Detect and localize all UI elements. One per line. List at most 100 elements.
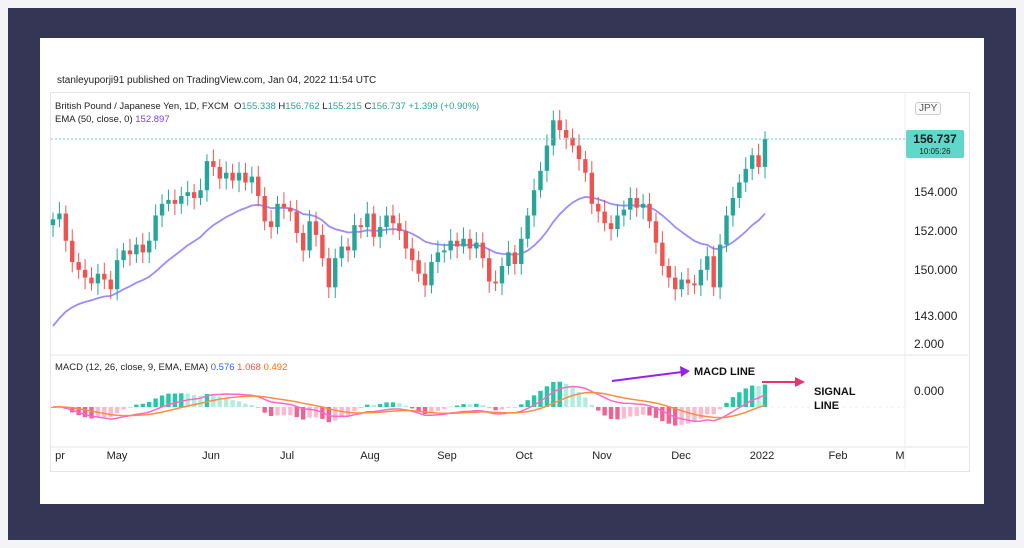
open-value: 155.338 [241,101,276,112]
macd-histogram-bar [410,407,415,409]
macd-histogram-bar [576,392,582,407]
signal-annotation-line1: SIGNAL [814,386,856,398]
candle [608,223,614,230]
price-badge [906,130,964,158]
candle [365,213,370,228]
candle [672,277,678,290]
macd-histogram-bar [563,383,569,407]
candle [486,258,492,282]
candle [538,170,543,191]
symbol-title: British Pound / Japanese Yen, 1D, FXCM [55,101,229,112]
candle [127,250,133,255]
macd-histogram-bar [711,407,716,415]
signal-arrow-head [795,377,805,387]
macd-histogram-bar [50,407,56,408]
macd-histogram-bar [102,407,107,417]
candle [653,221,659,243]
candle [384,215,389,228]
x-tick-label: Dec [671,450,691,462]
candle [275,203,280,228]
ema-line [52,195,766,327]
candle [647,203,652,222]
candle [519,238,524,265]
candle [685,279,691,284]
candle [95,273,101,284]
macd-histogram-bar [371,404,376,407]
macd-histogram-bar [602,407,607,416]
macd-histogram-bar [570,387,575,407]
candle [153,215,158,241]
low-label: L [322,101,328,112]
price-badge-time: 10:05:26 [919,147,951,156]
candle [307,221,312,251]
candle [230,172,235,181]
candle [294,211,299,233]
candle [506,252,511,266]
y-tick-label: 150.000 [914,263,958,277]
macd-histogram-bar [583,397,588,407]
candle [461,238,466,247]
x-tick-label: pr [55,450,65,462]
candle [256,176,261,197]
macd-histogram-bar [422,407,428,415]
signal-line [52,391,766,419]
candle [422,273,428,286]
macd-histogram-bar [358,407,364,409]
candle [249,176,255,183]
macd-histogram-bar [486,407,492,409]
candle [474,242,479,249]
candle [596,203,601,212]
candle [512,252,518,265]
macd-histogram-bar [288,407,293,416]
macd-histogram-bar [429,407,434,413]
macd-histogram-bar [377,404,383,407]
candle [499,265,505,284]
macd-histogram-bar [262,407,267,413]
candle [660,242,665,266]
currency-badge[interactable]: JPY [915,102,942,115]
y-tick-label: 152.000 [914,224,958,238]
candle [634,197,639,208]
candle [179,196,184,204]
macd-histogram-bar [390,402,396,407]
macd-histogram-bar [756,385,761,407]
macd-histogram-bar [493,407,498,411]
candle [300,232,306,251]
candle [326,258,332,288]
candle [345,246,351,251]
macd-histogram-bar [365,404,370,407]
candle [724,215,729,245]
candle [50,219,56,226]
candle [333,258,338,288]
macd-histogram-bar [127,407,133,408]
macd-histogram-bar [596,407,601,411]
candle [166,199,171,204]
macd-histogram-bar [345,407,351,416]
macd-histogram-bar [268,407,274,417]
macd-histogram-bar [615,407,620,420]
macd-histogram-bar [762,384,768,407]
candle [743,168,748,183]
macd-histogram-bar [172,393,178,407]
candle [89,277,94,284]
candle [288,207,293,212]
candle [493,281,498,284]
macd-histogram-bar [589,404,595,407]
macd-histogram-bar [134,404,139,407]
x-tick-label: M [895,450,904,462]
macd-histogram-bar [698,407,704,419]
macd-histogram-bar [89,407,94,419]
macd-histogram-bar [737,392,742,407]
macd-label: MACD (12, 26, close, 9, EMA, EMA) [55,362,209,373]
macd-histogram-bar [628,407,633,417]
x-tick-label: Nov [592,450,612,462]
macd-value-1: 0.576 [210,362,235,373]
x-tick-label: Oct [515,450,532,462]
candle [416,260,421,274]
macd-histogram-bar [153,398,158,407]
candle [82,269,88,278]
ema-label: EMA (50, close, 0) [55,114,133,125]
macd-histogram-bar [653,407,659,418]
candle [448,240,453,251]
